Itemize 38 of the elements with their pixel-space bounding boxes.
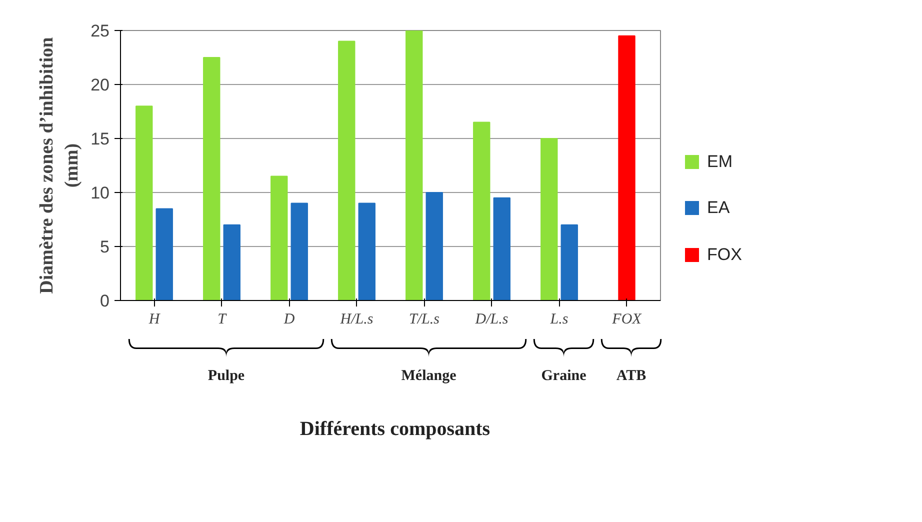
legend-label: FOX [707, 244, 742, 266]
bar [203, 57, 220, 300]
bar [426, 192, 443, 300]
y-tick-label: 20 [90, 76, 110, 94]
x-tick-label: FOX [611, 312, 642, 328]
text: Graine [541, 368, 587, 384]
x-tick-label: T/L.s [409, 312, 440, 328]
y-tick-label: 15 [90, 130, 110, 148]
legend-label: EM [707, 151, 732, 173]
x-tick-label: L.s [549, 312, 568, 328]
x-tick-label: D [282, 312, 295, 328]
x-tick-label: D/L.s [474, 312, 508, 328]
y-tick-label: 5 [100, 238, 110, 256]
x-axis-title: Différents composants [300, 418, 490, 440]
bar [136, 106, 153, 300]
bar [338, 40, 356, 300]
x-tick-label: H/L.s [339, 312, 374, 328]
legend-label: EA [707, 197, 730, 220]
bar [618, 35, 636, 300]
y-tick-label: 0 [100, 292, 110, 310]
bar [270, 176, 288, 300]
bar [290, 202, 308, 300]
y-tick-label: 25 [90, 22, 110, 40]
bar [156, 208, 173, 300]
text: Pulpe [208, 368, 245, 384]
bar [223, 224, 240, 300]
bar [560, 224, 578, 300]
bar [473, 122, 490, 300]
bar [406, 30, 423, 300]
bar [493, 197, 510, 300]
y-axis-title: Diamètre des zones d’inhibition (mm) [36, 36, 83, 294]
text: Mélange [401, 368, 457, 384]
x-tick-label: H [148, 312, 161, 328]
x-tick-label: T [218, 312, 228, 328]
bar [540, 138, 558, 300]
bar [358, 202, 376, 300]
y-tick-label: 10 [90, 184, 110, 202]
text: ATB [616, 368, 646, 384]
